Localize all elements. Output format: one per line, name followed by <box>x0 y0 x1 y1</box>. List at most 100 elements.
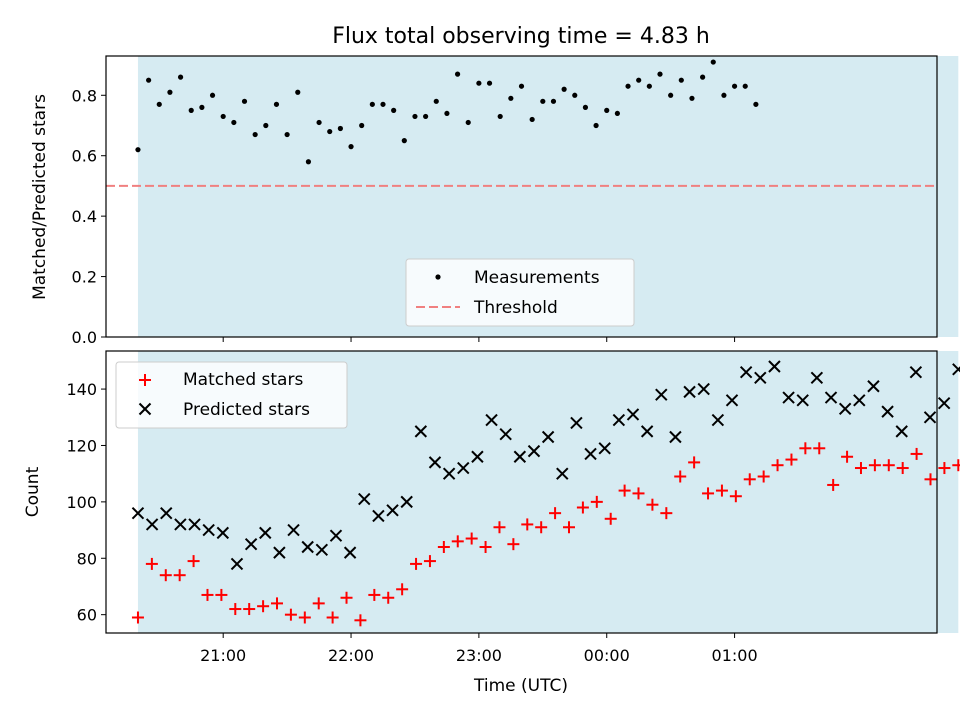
top-panel: 0.00.20.40.60.8 Matched/Predicted stars … <box>30 55 959 347</box>
predicted-star-point <box>697 382 710 396</box>
matched-star-point <box>201 588 214 601</box>
matched-star-point <box>326 611 339 624</box>
measurement-point <box>401 138 407 144</box>
star-count-points <box>131 360 960 627</box>
measurement-point <box>380 101 386 107</box>
matched-star-point <box>702 487 715 500</box>
predicted-star-point <box>273 546 286 559</box>
predicted-star-point <box>485 413 498 427</box>
top-y-ticks: 0.0 0.2 0.4 0.6 0.8 <box>72 86 106 347</box>
measurement-point <box>295 89 301 95</box>
x-tick-label: 22:00 <box>328 646 374 665</box>
predicted-star-point <box>655 388 668 401</box>
matched-star-point <box>715 484 728 497</box>
predicted-star-point <box>867 380 880 393</box>
measurement-point <box>657 71 663 77</box>
predicted-star-point <box>499 427 512 441</box>
matched-star-point <box>688 456 701 469</box>
bottom-y-tick-label: 120 <box>66 436 97 455</box>
bottom-axes-frame <box>105 350 938 634</box>
predicted-star-point <box>315 543 329 557</box>
bottom-y-tick-label: 80 <box>77 549 97 568</box>
matched-star-point <box>841 450 854 463</box>
measurement-point <box>156 101 162 107</box>
predicted-star-point <box>358 492 371 506</box>
matched-star-point <box>173 569 186 582</box>
bottom-y-ticks: 60 80 100 120 140 <box>66 380 106 625</box>
predicted-star-point <box>556 467 569 480</box>
measurement-point <box>486 80 493 86</box>
measurement-point <box>700 74 706 80</box>
measurement-point <box>167 89 173 95</box>
matched-star-point <box>632 487 645 500</box>
matched-star-point <box>284 608 297 621</box>
measurement-point <box>646 83 652 89</box>
predicted-star-point <box>259 526 272 540</box>
legend-threshold-label: Threshold <box>473 298 558 318</box>
legend-cross-marker <box>138 402 152 416</box>
matched-star-point <box>493 521 506 534</box>
matched-star-point <box>382 591 395 604</box>
matched-star-point <box>729 490 742 503</box>
predicted-star-point <box>541 430 555 444</box>
measurement-point <box>593 122 599 129</box>
matched-star-point <box>215 588 228 601</box>
predicted-star-point <box>202 523 215 537</box>
matched-star-point <box>743 473 756 486</box>
predicted-star-point <box>287 523 300 537</box>
matched-star-point <box>813 442 826 455</box>
predicted-star-point <box>838 402 852 416</box>
x-tick-label: 21:00 <box>200 646 246 665</box>
measurement-point <box>327 128 333 135</box>
matched-star-point <box>604 512 617 525</box>
predicted-star-point <box>131 506 145 520</box>
measurement-point <box>231 119 237 126</box>
matched-star-point <box>924 473 937 486</box>
predicted-star-point <box>428 456 442 469</box>
matched-star-point <box>549 507 562 520</box>
predicted-star-point <box>216 526 230 540</box>
predicted-star-point <box>145 518 159 531</box>
measurement-point <box>454 71 461 77</box>
measurement-point <box>604 107 610 113</box>
measurement-point <box>550 98 557 104</box>
top-y-tick-label: 0.6 <box>72 147 97 166</box>
matched-star-point <box>159 569 172 582</box>
predicted-star-point <box>796 394 809 407</box>
measurement-point <box>540 98 546 104</box>
predicted-star-point <box>725 394 739 407</box>
measurement-point <box>497 113 503 120</box>
predicted-star-point <box>329 529 343 542</box>
measurement-point <box>561 86 567 92</box>
predicted-star-point <box>739 365 753 379</box>
matched-star-point <box>674 470 687 483</box>
measurement-point <box>625 83 631 89</box>
measurement-point <box>668 92 674 98</box>
matched-star-point <box>952 459 960 472</box>
measurement-point <box>753 101 759 107</box>
measurement-point <box>284 131 290 138</box>
x-tick-label: 01:00 <box>712 646 758 665</box>
legend-predicted-marker <box>138 402 152 416</box>
predicted-star-point <box>612 413 626 427</box>
legend-predicted-label: Predicted stars <box>183 400 310 420</box>
legend-measurements-label: Measurements <box>474 268 600 288</box>
predicted-star-point <box>230 557 244 571</box>
predicted-star-point <box>768 360 781 373</box>
measurement-point <box>572 92 578 98</box>
matched-star-point <box>423 555 436 568</box>
predicted-star-point <box>824 391 838 404</box>
top-y-tick-label: 0.4 <box>72 207 97 226</box>
predicted-star-point <box>471 450 484 463</box>
measurement-point <box>337 125 343 132</box>
matched-star-point <box>521 518 534 531</box>
top-axes-frame <box>105 55 938 338</box>
matched-star-point <box>312 597 325 610</box>
top-y-tick-label: 0.0 <box>72 328 97 347</box>
predicted-star-point <box>301 540 314 554</box>
matched-star-point <box>257 600 270 613</box>
matched-star-point <box>340 591 353 604</box>
measurement-point <box>433 98 439 104</box>
predicted-star-point <box>711 413 725 427</box>
